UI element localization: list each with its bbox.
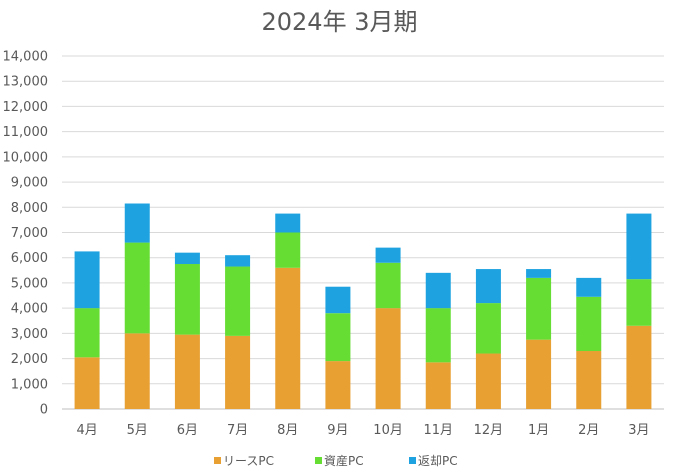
bar-segment [124,333,150,409]
bar-segment [375,262,401,309]
bar-segment [275,267,301,409]
bar-segment [275,213,301,233]
x-tick-label: 1月 [528,423,549,438]
x-tick-label: 5月 [127,423,148,438]
legend-swatch [409,457,416,464]
y-tick-label: 12,000 [3,100,49,115]
bar-segment [576,296,602,352]
bar-segment [225,255,251,267]
x-tick-label: 8月 [277,423,298,438]
y-tick-label: 5,000 [11,276,48,291]
y-tick-label: 7,000 [11,226,48,241]
bar-segment [325,361,351,409]
x-tick-label: 6月 [177,423,198,438]
legend-label: 資産PC [324,453,364,468]
x-tick-label: 7月 [227,423,248,438]
bar-segment [124,203,150,243]
bar-segment [375,308,401,409]
gridlines [62,55,664,410]
y-tick-label: 0 [40,403,48,418]
y-tick-label: 10,000 [3,150,49,165]
x-tick-label: 12月 [474,423,504,438]
bar-segment [275,232,301,268]
y-tick-label: 4,000 [11,302,48,317]
y-tick-label: 6,000 [11,251,48,266]
bar-segment [626,213,652,280]
bar-segment [475,303,501,354]
bar-segment [174,334,200,409]
y-axis: 0 1,000 2,000 3,000 4,000 5,000 6,000 7,000 8,00… [3,50,49,418]
bar-segment [124,242,150,334]
bar-segment [626,325,652,409]
bar-segment [174,252,200,265]
legend: リースPC 資産PC 返却PC [214,453,458,468]
bar-segment [425,308,451,363]
bar-segment [475,269,501,304]
x-tick-label: 4月 [76,423,97,438]
bar-segment [74,251,100,309]
y-tick-label: 8,000 [11,201,48,216]
bar-segment [475,353,501,409]
bar-segment [425,362,451,409]
legend-swatch [214,457,221,464]
bar-segment [174,264,200,335]
chart-title: 2024年 3月期 [262,8,418,36]
y-tick-label: 1,000 [11,377,48,392]
bar-segment [526,269,552,278]
y-tick-label: 14,000 [3,50,49,65]
y-tick-label: 9,000 [11,176,48,191]
y-tick-label: 11,000 [3,125,49,140]
x-axis: 4月 5月 6月 7月 8月 9月 10月 11月 12月 1月 2月 3月 [76,423,649,438]
x-tick-label: 9月 [327,423,348,438]
bar-segment [626,279,652,326]
bar-segment [375,247,401,263]
x-tick-label: 10月 [373,423,403,438]
bar-segment [526,277,552,340]
bars [74,203,652,409]
y-tick-label: 13,000 [3,75,49,90]
bar-segment [576,351,602,409]
y-tick-label: 2,000 [11,352,48,367]
legend-label: 返却PC [418,454,458,468]
bar-segment [526,339,552,409]
bar-segment [576,277,602,297]
bar-segment [325,313,351,362]
bar-segment [325,286,351,314]
y-tick-label: 3,000 [11,327,48,342]
bar-segment [225,335,251,409]
legend-swatch [315,457,322,464]
x-tick-label: 2月 [578,423,599,438]
bar-segment [425,272,451,309]
x-tick-label: 11月 [423,423,453,438]
bar-segment [225,266,251,336]
bar-segment [74,357,100,409]
x-tick-label: 3月 [628,423,649,438]
legend-label: リースPC [223,454,274,468]
bar-segment [74,308,100,358]
